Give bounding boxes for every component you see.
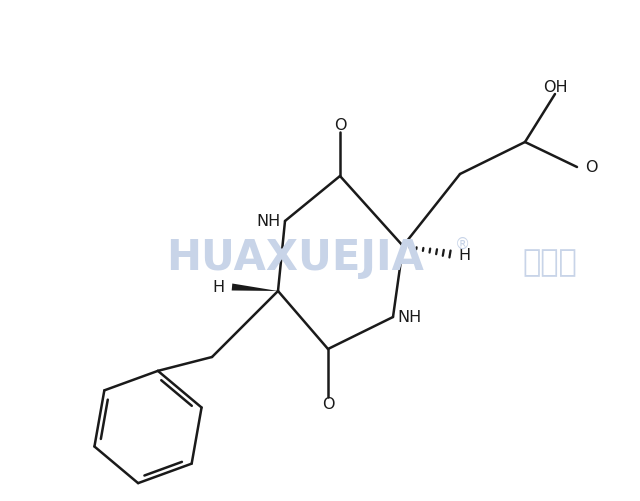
Text: 化学加: 化学加 <box>523 248 577 277</box>
Polygon shape <box>232 284 278 292</box>
Text: H: H <box>458 247 470 262</box>
Text: ®: ® <box>454 236 470 251</box>
Text: O: O <box>322 397 334 412</box>
Text: O: O <box>333 118 346 133</box>
Text: O: O <box>585 160 598 175</box>
Text: NH: NH <box>397 310 421 325</box>
Text: H: H <box>212 280 224 295</box>
Text: NH: NH <box>257 214 281 229</box>
Text: HUAXUEJIA: HUAXUEJIA <box>166 236 424 279</box>
Text: OH: OH <box>543 79 567 94</box>
